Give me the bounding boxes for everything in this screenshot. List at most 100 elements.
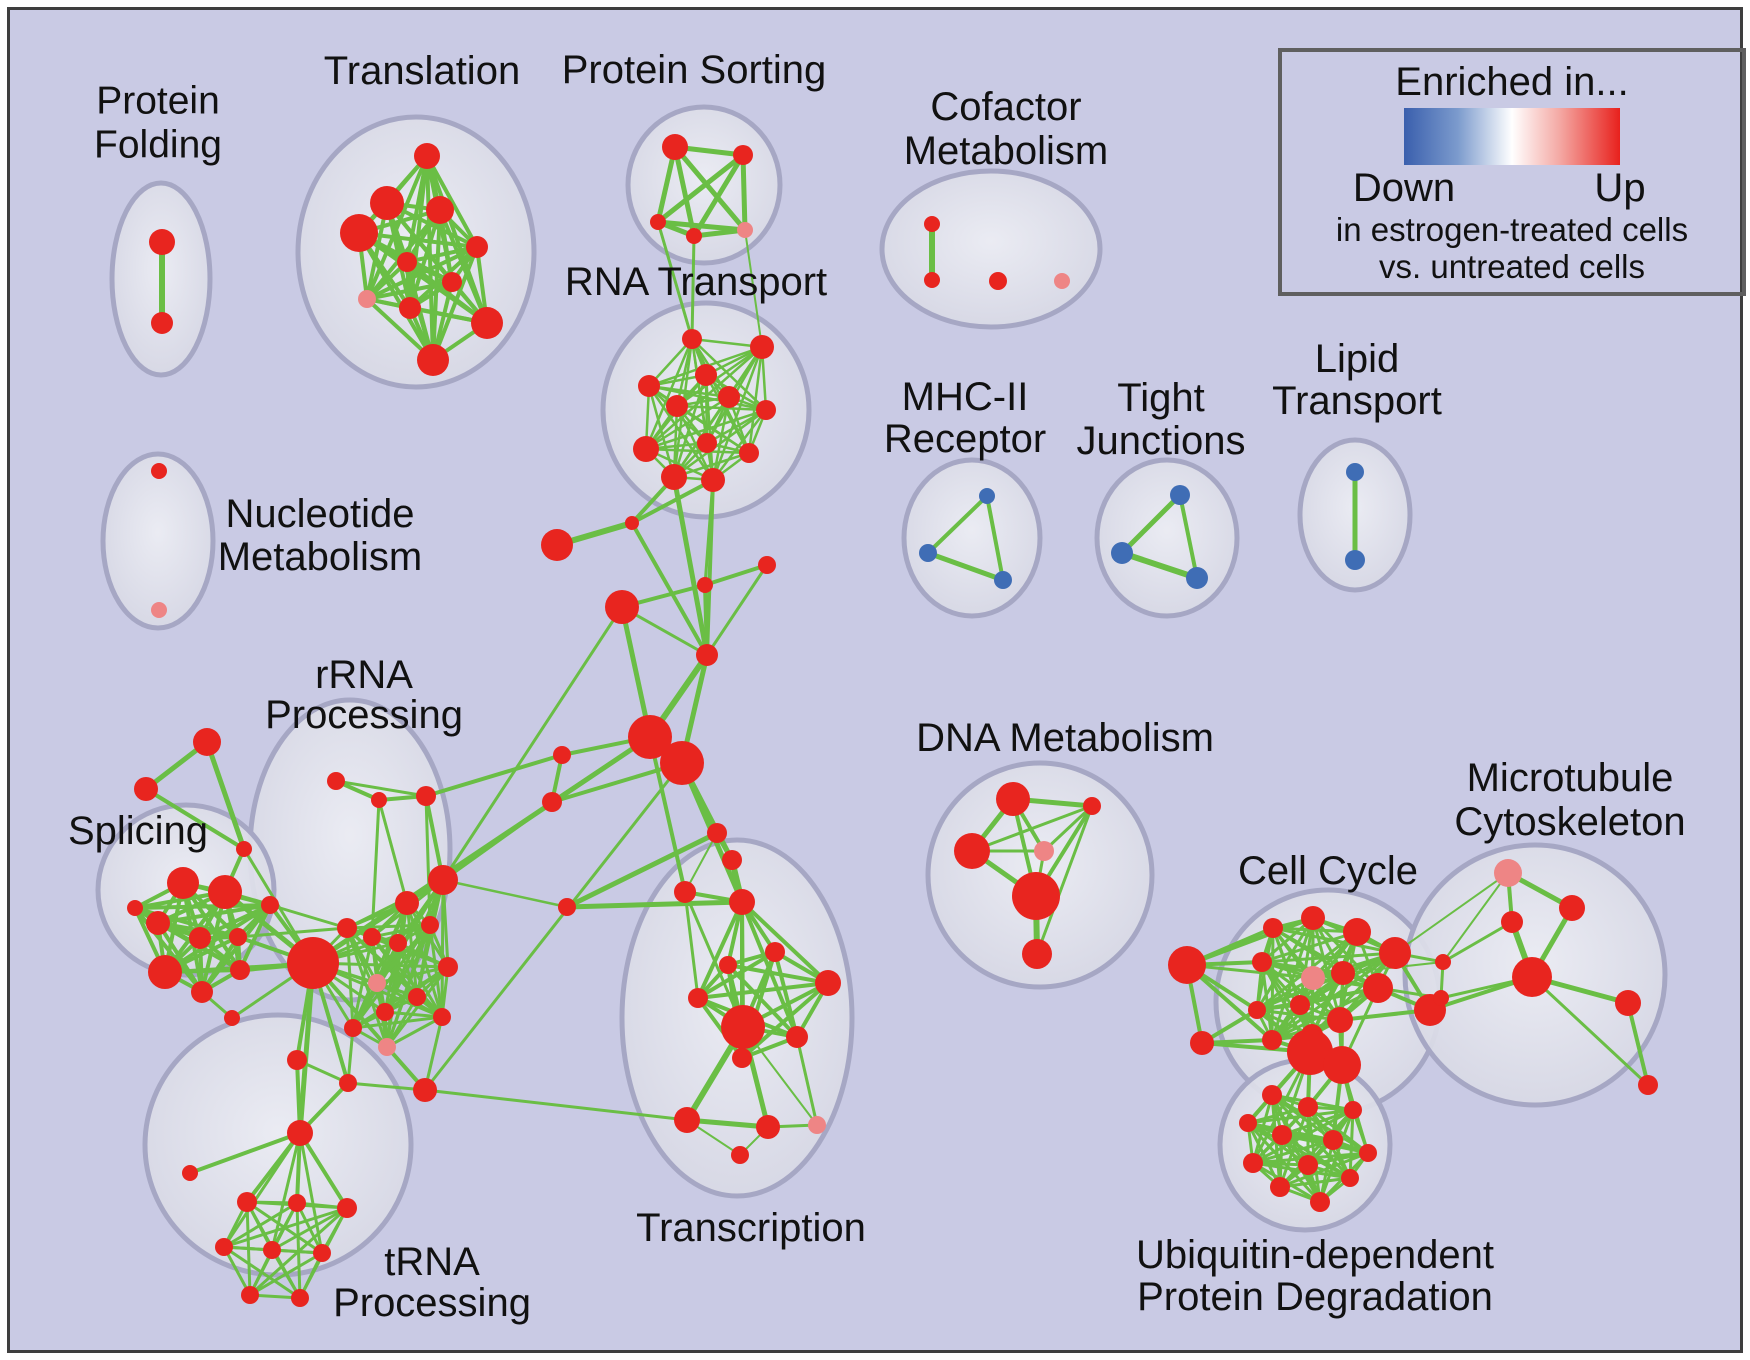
cluster-cofactor-metabolism bbox=[879, 168, 1103, 330]
node-rt6 bbox=[666, 395, 688, 417]
edge bbox=[1311, 916, 1380, 990]
edge bbox=[726, 963, 830, 985]
edge bbox=[144, 787, 246, 851]
edge bbox=[222, 1131, 302, 1249]
node-tx3 bbox=[674, 881, 696, 903]
node-rt10 bbox=[739, 443, 759, 463]
node-cc9 bbox=[1248, 1001, 1266, 1019]
cluster-label-trna-processing: tRNA bbox=[384, 1240, 480, 1284]
node-ub10 bbox=[1341, 1169, 1359, 1187]
node-cns bbox=[625, 516, 639, 530]
edge bbox=[204, 739, 247, 852]
edge bbox=[726, 963, 799, 1039]
cluster-label-translation: Translation bbox=[324, 49, 520, 93]
edge bbox=[985, 494, 1005, 582]
node-dm2 bbox=[1083, 797, 1101, 815]
edge bbox=[711, 395, 731, 482]
cluster-label-transcription: Transcription bbox=[636, 1206, 866, 1250]
edge bbox=[236, 926, 349, 939]
edge bbox=[740, 900, 830, 985]
cluster-label-mhc-ii-receptor: Receptor bbox=[884, 417, 1046, 461]
node-mh2 bbox=[919, 544, 937, 562]
node-rr4 bbox=[337, 918, 357, 938]
node-cc2 bbox=[1301, 906, 1325, 930]
legend-box: Enriched in... Down Up in estrogen-treat… bbox=[1278, 48, 1746, 296]
node-tx1 bbox=[707, 823, 727, 843]
node-tx9 bbox=[688, 988, 708, 1008]
edge bbox=[644, 395, 731, 451]
edge bbox=[270, 1131, 302, 1252]
node-ub12 bbox=[1310, 1192, 1330, 1212]
node-tr5 bbox=[466, 236, 488, 258]
edge bbox=[311, 961, 427, 1092]
node-mt4 bbox=[1512, 957, 1552, 997]
edge bbox=[431, 245, 479, 362]
node-rr3 bbox=[416, 786, 436, 806]
edge bbox=[711, 408, 768, 482]
legend-gradient-bar bbox=[1404, 108, 1620, 165]
edge bbox=[970, 804, 1094, 853]
figure-panel: Translation Protein Folding Protein Sorting… bbox=[7, 7, 1746, 1353]
edge bbox=[297, 960, 316, 1136]
edge bbox=[1278, 1108, 1355, 1189]
node-tniso bbox=[182, 1165, 198, 1181]
node-tn4 bbox=[215, 1238, 233, 1256]
node-rt9 bbox=[697, 433, 717, 453]
edge bbox=[1260, 930, 1359, 964]
node-ub4 bbox=[1239, 1114, 1257, 1132]
node-cn1 bbox=[697, 577, 713, 593]
edge bbox=[683, 890, 745, 1029]
cluster-label-microtubule-cytoskeleton: Microtubule bbox=[1467, 756, 1674, 800]
node-cn5 bbox=[660, 741, 704, 785]
node-cn7 bbox=[542, 792, 562, 812]
node-tx7 bbox=[719, 956, 737, 974]
node-tx6 bbox=[765, 942, 785, 962]
edge bbox=[647, 384, 715, 482]
edge bbox=[351, 923, 432, 1030]
node-sp9 bbox=[230, 960, 250, 980]
edge bbox=[655, 219, 748, 233]
node-dm4 bbox=[1034, 841, 1054, 861]
edge bbox=[564, 899, 745, 910]
edge bbox=[690, 234, 696, 341]
edge bbox=[440, 878, 445, 1019]
node-tn5 bbox=[263, 1241, 281, 1259]
node-cn3 bbox=[696, 644, 718, 666]
node-mh3 bbox=[994, 571, 1012, 589]
edge bbox=[655, 152, 746, 225]
node-sp2 bbox=[208, 875, 242, 909]
node-rt4 bbox=[638, 375, 660, 397]
edge bbox=[684, 832, 718, 893]
node-cc3 bbox=[1343, 918, 1371, 946]
edge bbox=[345, 926, 389, 1049]
node-sp8 bbox=[191, 981, 213, 1003]
edge bbox=[345, 926, 355, 1030]
node-mt1 bbox=[1494, 859, 1522, 887]
cluster-label-microtubule-cytoskeleton: Cytoskeleton bbox=[1454, 800, 1685, 844]
node-tx12 bbox=[674, 1107, 700, 1133]
node-nm1 bbox=[151, 463, 167, 479]
edge bbox=[1530, 975, 1650, 1087]
edge bbox=[1251, 1138, 1335, 1165]
node-sp11 bbox=[224, 1010, 240, 1026]
node-ub8 bbox=[1243, 1153, 1263, 1173]
node-tn7 bbox=[241, 1286, 259, 1304]
edge bbox=[1119, 492, 1183, 556]
node-cn6 bbox=[553, 746, 571, 764]
node-rt11 bbox=[661, 464, 687, 490]
node-txhub bbox=[721, 1005, 765, 1049]
node-sp7 bbox=[148, 955, 182, 989]
edge bbox=[705, 563, 769, 657]
node-cc11 bbox=[1327, 1007, 1353, 1033]
node-tj1 bbox=[1170, 485, 1190, 505]
node-ub1 bbox=[1262, 1085, 1282, 1105]
node-sp3 bbox=[261, 896, 279, 914]
node-sx3 bbox=[236, 841, 252, 857]
node-tx10 bbox=[786, 1026, 808, 1048]
edge bbox=[672, 144, 748, 233]
node-rr10 bbox=[368, 974, 386, 992]
edge bbox=[675, 404, 751, 455]
cluster-label-rrna-processing: rRNA bbox=[315, 653, 413, 697]
